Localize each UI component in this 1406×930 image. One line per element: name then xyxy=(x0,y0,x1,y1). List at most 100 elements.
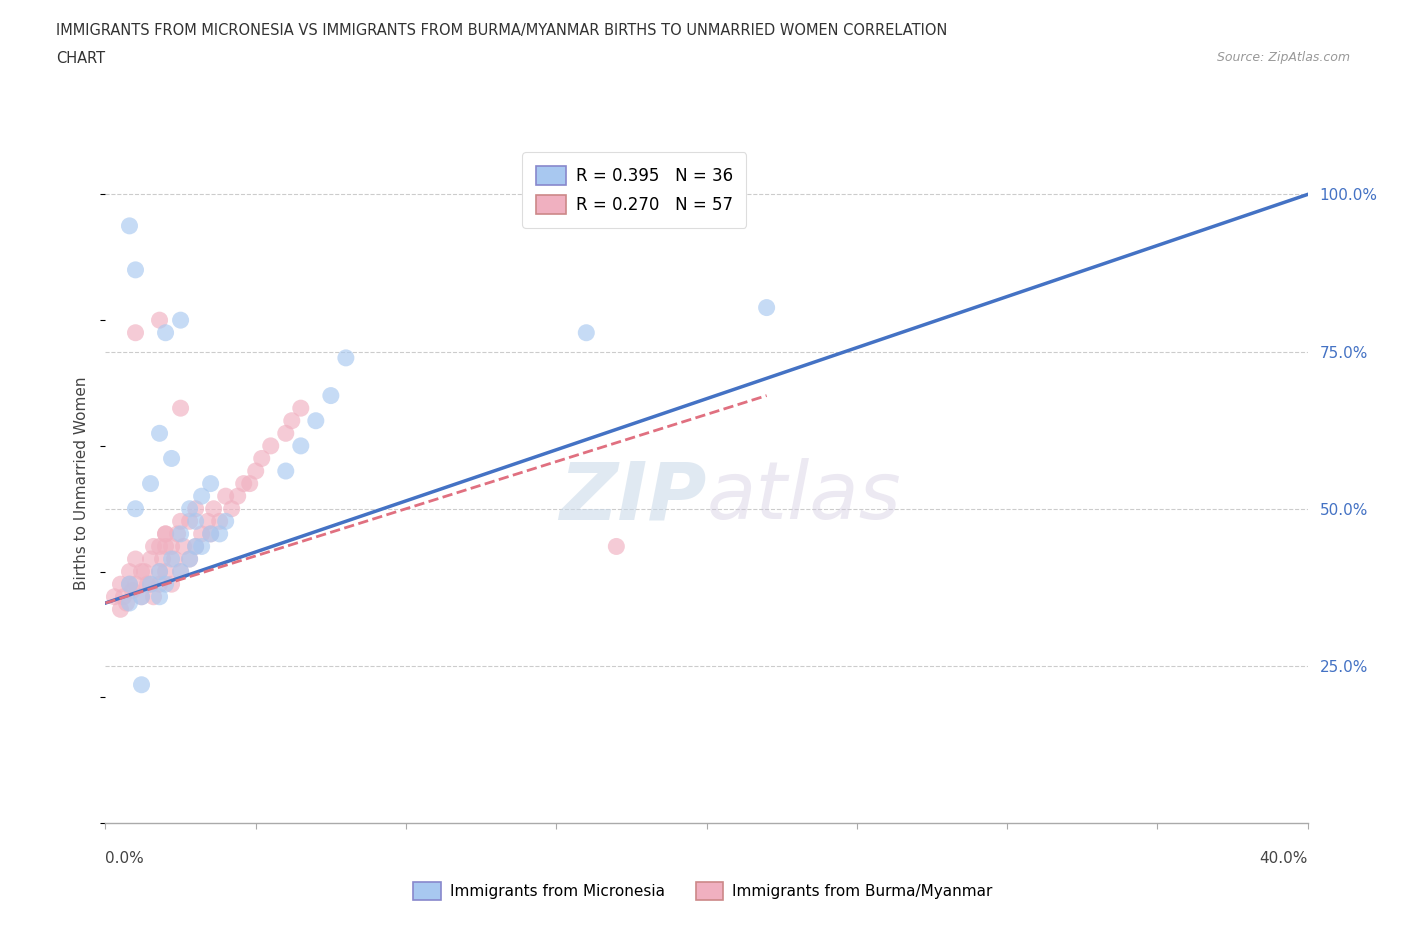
Point xyxy=(148,565,170,579)
Point xyxy=(115,595,138,610)
Point xyxy=(173,539,195,554)
Point xyxy=(118,595,141,610)
Point xyxy=(134,565,156,579)
Point xyxy=(226,489,249,504)
Point xyxy=(148,312,170,327)
Point xyxy=(121,583,143,598)
Point xyxy=(179,514,201,529)
Point xyxy=(139,551,162,566)
Point xyxy=(163,551,186,566)
Point xyxy=(184,539,207,554)
Point xyxy=(274,426,297,441)
Point xyxy=(136,577,159,591)
Point xyxy=(152,551,174,566)
Point xyxy=(139,577,162,591)
Point xyxy=(169,565,191,579)
Point xyxy=(200,526,222,541)
Point xyxy=(155,539,177,554)
Point xyxy=(148,539,170,554)
Point xyxy=(155,577,177,591)
Point xyxy=(160,577,183,591)
Point xyxy=(169,401,191,416)
Point xyxy=(190,489,212,504)
Text: IMMIGRANTS FROM MICRONESIA VS IMMIGRANTS FROM BURMA/MYANMAR BIRTHS TO UNMARRIED : IMMIGRANTS FROM MICRONESIA VS IMMIGRANTS… xyxy=(56,23,948,38)
Text: 40.0%: 40.0% xyxy=(1260,851,1308,866)
Point xyxy=(184,539,207,554)
Point xyxy=(200,526,222,541)
Point xyxy=(319,388,342,403)
Point xyxy=(208,514,231,529)
Point xyxy=(142,539,165,554)
Text: atlas: atlas xyxy=(707,458,901,537)
Point xyxy=(221,501,243,516)
Point xyxy=(245,463,267,478)
Point xyxy=(131,565,153,579)
Point xyxy=(202,501,225,516)
Point xyxy=(169,526,191,541)
Point xyxy=(239,476,262,491)
Point xyxy=(290,401,312,416)
Point xyxy=(214,514,236,529)
Legend: R = 0.395   N = 36, R = 0.270   N = 57: R = 0.395 N = 36, R = 0.270 N = 57 xyxy=(523,153,747,228)
Point xyxy=(148,565,170,579)
Point xyxy=(260,438,283,453)
Point xyxy=(118,577,141,591)
Point xyxy=(200,476,222,491)
Point xyxy=(190,526,212,541)
Point xyxy=(110,602,132,617)
Point xyxy=(184,514,207,529)
Point xyxy=(575,326,598,340)
Point xyxy=(184,501,207,516)
Point xyxy=(169,514,191,529)
Point xyxy=(155,565,177,579)
Point xyxy=(179,501,201,516)
Point xyxy=(131,590,153,604)
Point xyxy=(160,451,183,466)
Point xyxy=(139,577,162,591)
Point xyxy=(605,539,627,554)
Legend: Immigrants from Micronesia, Immigrants from Burma/Myanmar: Immigrants from Micronesia, Immigrants f… xyxy=(408,876,998,906)
Point xyxy=(169,565,191,579)
Point xyxy=(124,577,146,591)
Point xyxy=(118,565,141,579)
Point xyxy=(131,677,153,692)
Point xyxy=(755,300,778,315)
Point xyxy=(139,476,162,491)
Point xyxy=(155,326,177,340)
Point xyxy=(124,551,146,566)
Point xyxy=(118,219,141,233)
Point xyxy=(124,262,146,277)
Point xyxy=(169,312,191,327)
Point xyxy=(155,526,177,541)
Point xyxy=(281,413,304,428)
Point xyxy=(179,551,201,566)
Point xyxy=(103,590,125,604)
Y-axis label: Births to Unmarried Women: Births to Unmarried Women xyxy=(75,377,90,591)
Point xyxy=(197,514,219,529)
Point xyxy=(166,526,188,541)
Point xyxy=(142,590,165,604)
Text: 0.0%: 0.0% xyxy=(105,851,145,866)
Text: CHART: CHART xyxy=(56,51,105,66)
Point xyxy=(124,501,146,516)
Point xyxy=(131,590,153,604)
Point xyxy=(118,577,141,591)
Point xyxy=(179,551,201,566)
Point xyxy=(124,326,146,340)
Point xyxy=(290,438,312,453)
Point xyxy=(112,590,135,604)
Point xyxy=(305,413,328,428)
Point xyxy=(148,577,170,591)
Point xyxy=(160,551,183,566)
Text: Source: ZipAtlas.com: Source: ZipAtlas.com xyxy=(1216,51,1350,64)
Point xyxy=(190,539,212,554)
Point xyxy=(214,489,236,504)
Point xyxy=(155,526,177,541)
Point xyxy=(110,577,132,591)
Point xyxy=(335,351,357,365)
Point xyxy=(208,526,231,541)
Point xyxy=(148,590,170,604)
Point xyxy=(274,463,297,478)
Point xyxy=(250,451,273,466)
Text: ZIP: ZIP xyxy=(560,458,707,537)
